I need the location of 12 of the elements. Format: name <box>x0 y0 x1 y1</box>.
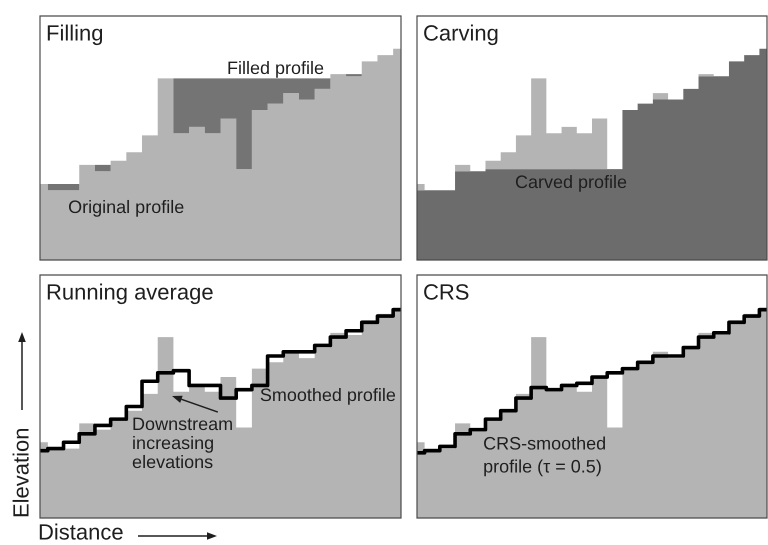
series-label: Original profile <box>68 197 184 218</box>
y-axis-title: Elevation <box>8 427 34 518</box>
annotation: Downstream increasing elevations <box>132 414 238 472</box>
series-label: CRS-smoothed profile (τ = 0.5) <box>483 434 612 477</box>
series-label: Smoothed profile <box>260 385 396 406</box>
chart-title: Carving <box>423 20 499 46</box>
chart-title: Running average <box>46 280 214 304</box>
series-label: Carved profile <box>515 172 628 192</box>
chart-title: CRS <box>423 280 470 304</box>
x-axis-title: Distance <box>38 520 124 544</box>
series-label: Filled profile <box>227 58 324 78</box>
chart-title: Filling <box>46 20 104 46</box>
